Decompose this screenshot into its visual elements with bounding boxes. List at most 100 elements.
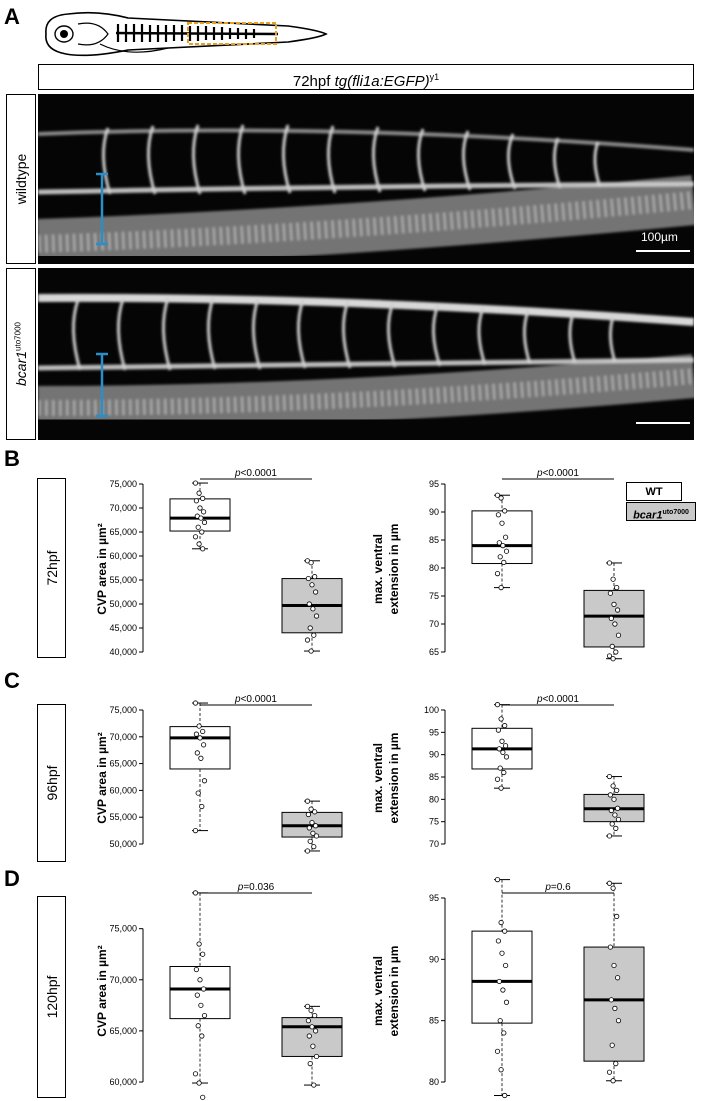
data-point [503, 548, 510, 554]
data-point [200, 951, 206, 957]
y-tick-label: 90 [429, 750, 439, 760]
data-point [494, 1048, 501, 1054]
y-axis-label: CVP area in µm² [95, 523, 109, 614]
y-axis-label: extension in µm [387, 524, 401, 615]
data-point [192, 480, 199, 486]
data-point [193, 731, 199, 737]
data-point [613, 825, 619, 831]
data-point [502, 928, 508, 934]
data-point [497, 1018, 503, 1024]
y-tick-label: 85 [429, 1016, 439, 1026]
y-tick-label: 60,000 [109, 551, 137, 561]
box-wt [169, 965, 231, 1020]
data-point [610, 1078, 616, 1084]
data-point [498, 584, 504, 591]
data-point [304, 798, 311, 804]
legend-wt: WT [626, 482, 682, 501]
data-point [499, 738, 505, 744]
panel-label-c: C [4, 668, 20, 693]
data-point [503, 754, 510, 760]
data-point [308, 1007, 314, 1014]
data-point [502, 1092, 508, 1099]
data-point [310, 830, 316, 836]
data-point [496, 978, 502, 985]
data-point [608, 997, 614, 1003]
data-point [608, 807, 614, 814]
y-tick-label: 95 [429, 893, 439, 903]
y-tick-label: 70 [429, 619, 439, 629]
data-point [196, 541, 202, 547]
p-value-label: p<0.0001 [536, 694, 579, 705]
data-point [495, 727, 501, 733]
panel-label-b: B [4, 446, 20, 471]
data-point [614, 607, 621, 613]
vessel-pattern-wildtype [38, 124, 694, 264]
legend-mutant-sup: uto7000 [662, 509, 689, 516]
data-point [199, 803, 205, 810]
data-point [500, 542, 506, 549]
data-point [615, 1018, 622, 1024]
micrograph-mutant [38, 268, 694, 440]
data-point [312, 589, 319, 595]
data-point [194, 992, 200, 998]
p-value-label: p<0.0001 [536, 468, 579, 479]
data-point [308, 806, 314, 812]
data-point [198, 1002, 204, 1008]
row-label-120hpf: 120hpf [37, 896, 66, 1098]
data-point [196, 723, 202, 729]
data-point [312, 823, 319, 829]
y-tick-label: 70,000 [109, 732, 137, 742]
data-point [498, 495, 504, 501]
data-point [614, 787, 620, 794]
data-point [613, 649, 619, 655]
data-point [499, 520, 505, 526]
data-point [502, 743, 509, 749]
y-tick-label: 90 [429, 507, 439, 517]
data-point [192, 827, 199, 834]
y-tick-label: 60,000 [109, 785, 137, 795]
data-point [199, 529, 205, 535]
box-wt [471, 930, 533, 1024]
data-point [502, 962, 509, 969]
data-point [194, 750, 200, 756]
data-point [197, 977, 203, 983]
data-point [614, 975, 621, 981]
data-point [614, 805, 621, 811]
allele-superscript: y1 [429, 72, 440, 82]
data-point [201, 986, 207, 992]
row-label-wildtype: wildtype [6, 94, 36, 264]
data-point [312, 809, 318, 815]
data-point [313, 613, 320, 619]
data-point [196, 1080, 202, 1086]
data-point [196, 941, 202, 947]
p-value-label: p<0.0001 [234, 694, 277, 705]
data-point [306, 601, 312, 607]
data-point [309, 1024, 315, 1030]
data-point [305, 575, 311, 582]
data-point [200, 728, 206, 735]
data-point [612, 1005, 618, 1012]
data-point [610, 885, 616, 891]
data-point [313, 1053, 320, 1060]
y-tick-label: 50,000 [109, 599, 137, 609]
data-point [609, 643, 615, 650]
data-point [304, 1003, 311, 1009]
data-point [195, 1023, 201, 1029]
data-point [607, 944, 614, 950]
y-tick-label: 65,000 [109, 527, 137, 537]
y-axis-label: CVP area in µm² [95, 732, 109, 823]
data-point [192, 890, 199, 896]
y-tick-label: 100 [424, 705, 439, 715]
data-point [606, 833, 613, 839]
y-tick-label: 65,000 [109, 759, 137, 769]
p-value-label: p=0.6 [544, 882, 571, 893]
y-tick-label: 55,000 [109, 812, 137, 822]
data-point [313, 833, 320, 839]
data-point [197, 505, 203, 511]
data-point [612, 812, 618, 818]
data-point [310, 1043, 316, 1049]
data-point [498, 716, 504, 722]
y-tick-label: 80 [429, 794, 439, 804]
data-point [200, 546, 206, 552]
